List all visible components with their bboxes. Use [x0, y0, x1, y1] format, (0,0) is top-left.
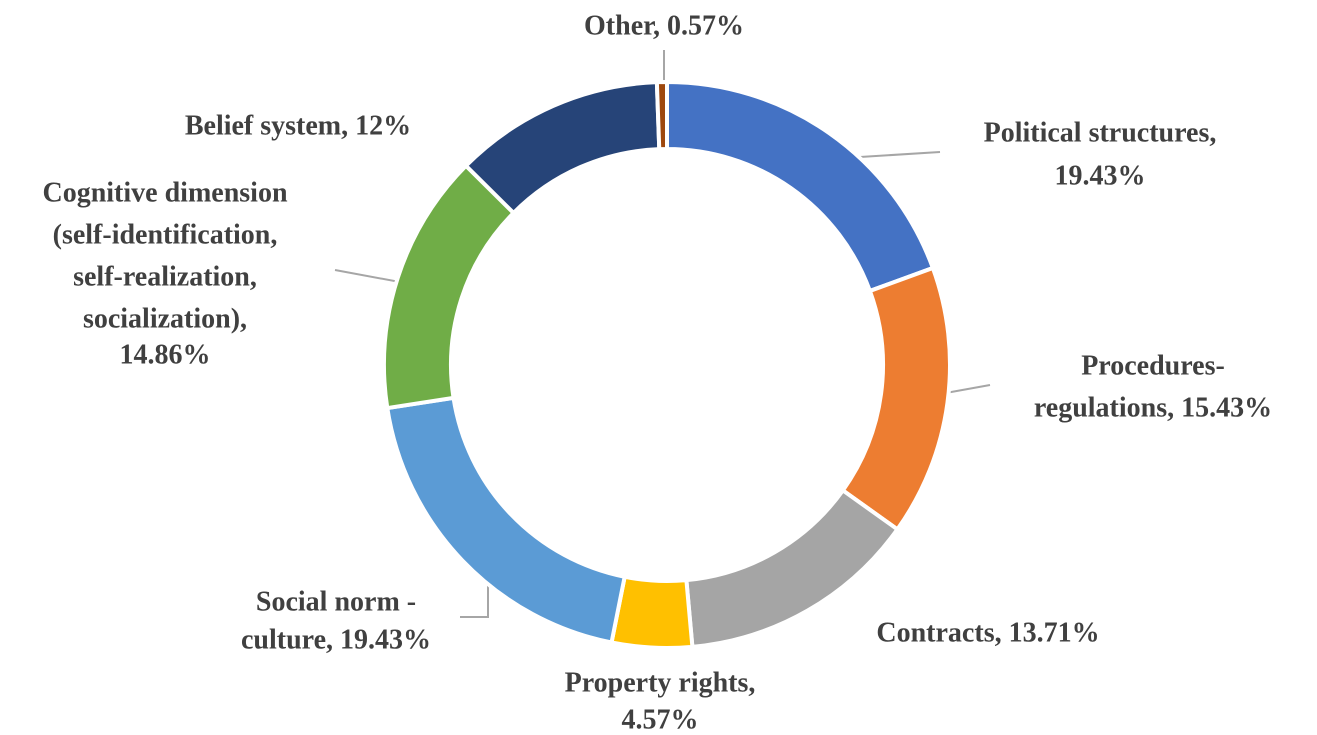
data-label: Social norm - [256, 586, 416, 617]
data-label: 14.86% [120, 339, 211, 370]
data-label: 19.43% [1055, 160, 1146, 191]
donut-slice [463, 80, 662, 216]
donut-slice [382, 162, 517, 411]
data-label: Procedures- [1081, 350, 1225, 381]
donut-slice [840, 265, 952, 533]
data-label: regulations, 15.43% [1034, 392, 1272, 423]
data-label: Other, 0.57% [584, 10, 744, 41]
data-label: Belief system, 12% [185, 110, 411, 141]
data-label: self-realization, [73, 261, 257, 292]
data-label: (self-identification, [53, 219, 278, 250]
data-label: Property rights, [565, 667, 756, 698]
data-label: Cognitive dimension [42, 177, 287, 208]
data-label: Political structures, [984, 117, 1217, 148]
data-label: culture, 19.43% [241, 624, 431, 655]
data-label: Contracts, 13.71% [876, 617, 1099, 648]
donut-slice [684, 487, 901, 650]
donut-slice [385, 395, 628, 645]
data-label: socialization), [83, 303, 247, 334]
donut-slice [665, 79, 936, 294]
donut-slice [654, 79, 669, 152]
data-label: 4.57% [622, 704, 699, 735]
